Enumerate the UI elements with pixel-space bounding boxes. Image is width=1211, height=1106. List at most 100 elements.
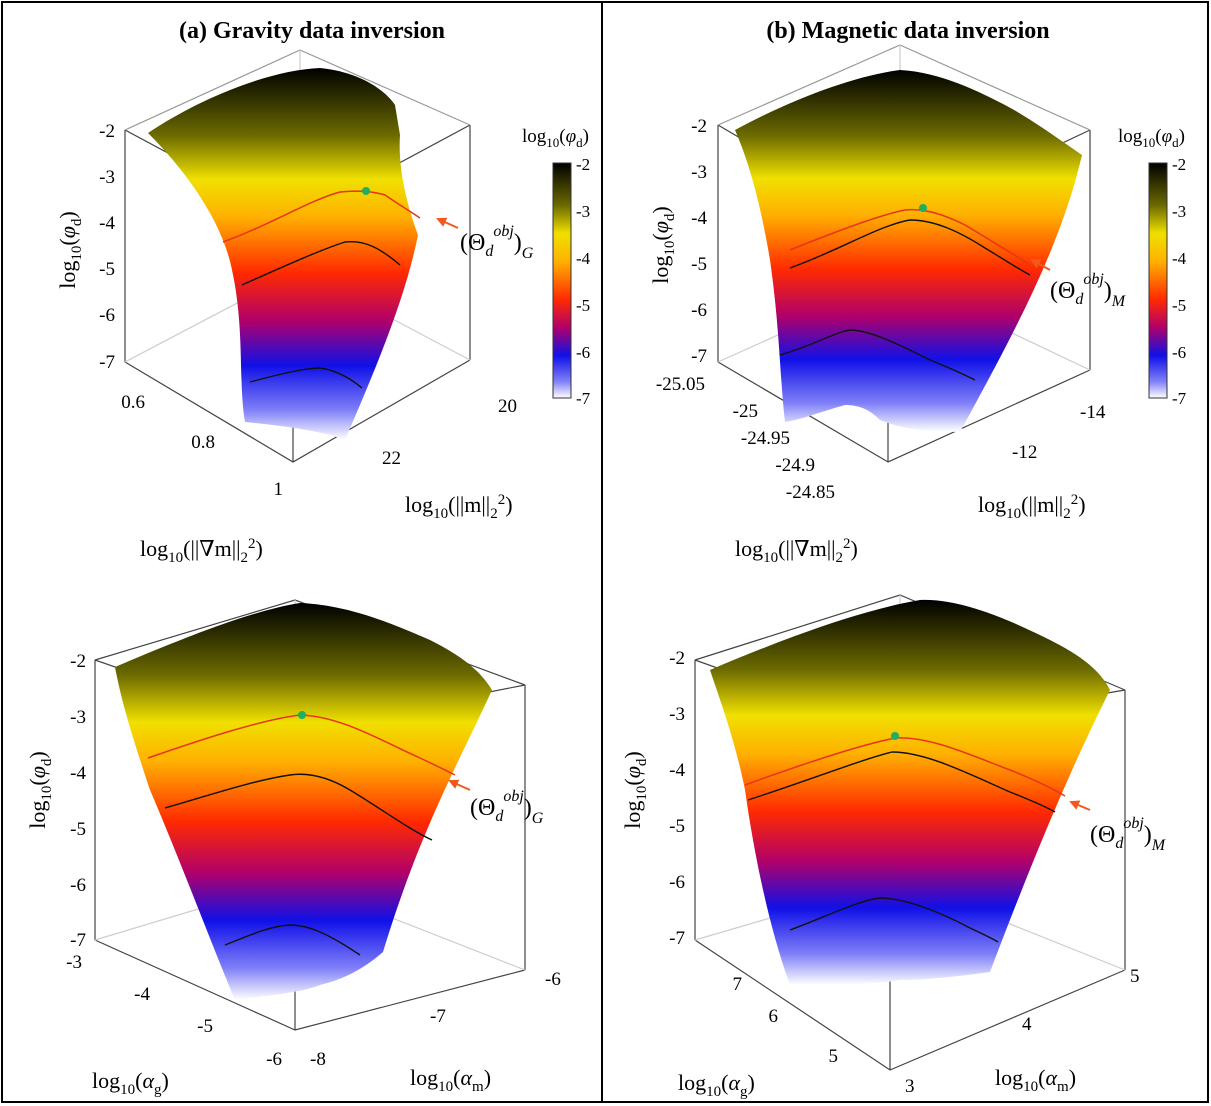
surface [115,603,492,1000]
z-tick-label: -7 [70,930,86,951]
z-tick-label: -2 [99,121,115,142]
black-contour [249,367,363,389]
x-axis-label: log10(αg) [92,1068,169,1098]
x-ticks: -3 -4 -5 -6 [66,952,282,1070]
y-axis-label: log10(αm) [995,1065,1076,1095]
black-contour [779,329,976,381]
x-tick-label: -5 [197,1016,213,1037]
x-tick-label: 5 [829,1046,839,1067]
z-tick-label: -4 [669,760,685,781]
black-contour [789,897,999,943]
target-contour [744,737,1066,797]
y-tick-label: -7 [430,1006,446,1027]
surface [735,70,1082,432]
colorbar-tick: -6 [576,343,590,362]
x-tick-label: -3 [66,952,82,973]
z-tick-label: -7 [669,928,685,949]
y-tick-label: -6 [545,969,561,990]
z-axis-label: log10(φd) [648,206,678,283]
z-tick-label: -5 [669,816,685,837]
annotation: (Θdobj)G [448,779,544,827]
z-tick-label: -4 [691,208,707,229]
annotation-arrow [1069,800,1091,811]
y-ticks: -14 -12 [1012,402,1106,463]
z-ticks: -2 -3 -4 -5 -6 -7 [70,651,86,951]
colorbar-ramp [552,162,572,399]
annotation-label: (Θdobj)G [460,223,534,262]
y-tick-label: -14 [1080,402,1106,423]
x-tick-label: 0.8 [191,432,215,453]
x-tick-label: 6 [769,1006,779,1027]
y-tick-label: 5 [1130,966,1140,987]
z-tick-label: -3 [669,704,685,725]
annotation-arrow [436,217,459,229]
colorbar: log10(φd) -2 -3 -4 -5 -6 -7 [1118,126,1187,408]
annotation: (Θdobj)M [1069,800,1167,854]
z-tick-label: -5 [691,254,707,275]
panel-a-title: (a) Gravity data inversion [179,18,445,44]
colorbar-tick: -5 [576,296,590,315]
y-tick-label: 3 [905,1076,915,1097]
z-tick-label: -5 [99,259,115,280]
z-tick-label: -5 [70,819,86,840]
x-ticks: 0.6 0.8 1 [121,392,283,500]
colorbar-tick: -2 [1172,155,1186,174]
x-tick-label: -6 [266,1049,282,1070]
y-axis-label: log10(αm) [410,1065,491,1095]
x-tick-label: -4 [134,984,150,1005]
annotation-label: (Θdobj)G [470,788,544,827]
z-tick-label: -2 [669,648,685,669]
z-axis-label: log10(φd) [25,751,55,828]
x-axis-label: log10(||∇m||22) [735,536,858,566]
annotation: (Θdobj)M [1030,259,1127,310]
black-contour [241,241,401,286]
x-ticks: 7 6 5 [733,974,839,1067]
z-ticks: -2 -3 -4 -5 -6 -7 [669,648,685,949]
y-ticks: 3 4 5 [905,966,1140,1097]
optimum-point [919,204,927,212]
optimum-point [362,187,370,195]
z-tick-label: -6 [691,300,707,321]
y-tick-label: 20 [498,396,517,417]
plot-a-top: -2 -3 -4 -5 -6 -7 0.6 0.8 1 20 22 log10(… [55,49,591,566]
colorbar-tick: -5 [1172,296,1186,315]
z-tick-label: -6 [99,305,115,326]
x-tick-label: -24.95 [741,428,790,449]
surface [148,68,421,440]
panel-b-frame [601,1,1209,1103]
x-tick-label: 1 [274,479,284,500]
z-tick-label: -6 [669,872,685,893]
plot-b-top: -2 -3 -4 -5 -6 -7 -25.05 -25 -24.95 -24.… [648,44,1187,566]
black-contour [224,924,361,956]
x-axis-label: log10(||∇m||22) [140,536,263,566]
z-tick-label: -4 [70,763,86,784]
annotation-arrow [1030,259,1051,271]
target-contour [147,714,456,776]
z-ticks: -2 -3 -4 -5 -6 -7 [99,121,115,373]
y-ticks: -8 -7 -6 [310,969,561,1070]
x-tick-label: -24.85 [786,482,835,503]
black-contour [747,751,1056,813]
x-tick-label: 7 [733,974,743,995]
z-tick-label: -2 [70,651,86,672]
y-axis-label: log10(||m||22) [978,492,1086,522]
surface-patch [710,599,1110,985]
panel-b-title: (b) Magnetic data inversion [766,18,1049,44]
y-tick-label: 4 [1022,1014,1032,1035]
z-axis-label: log10(φd) [620,751,650,828]
x-tick-label: -25.05 [656,374,705,395]
colorbar-tick: -2 [576,155,590,174]
colorbar-tick: -4 [1172,249,1187,268]
z-tick-label: -6 [70,875,86,896]
x-tick-label: -24.9 [775,455,815,476]
colorbar-tick: -3 [576,202,590,221]
annotation-arrow [448,779,471,791]
surface-patch [115,603,492,1000]
colorbar-tick: -4 [576,249,591,268]
z-axis-label: log10(φd) [55,211,85,288]
optimum-point [298,711,306,719]
black-contour [789,219,1031,276]
colorbar: log10(φd) -2 -3 -4 -5 -6 -7 [522,126,591,408]
colorbar-label: log10(φd) [522,126,589,150]
